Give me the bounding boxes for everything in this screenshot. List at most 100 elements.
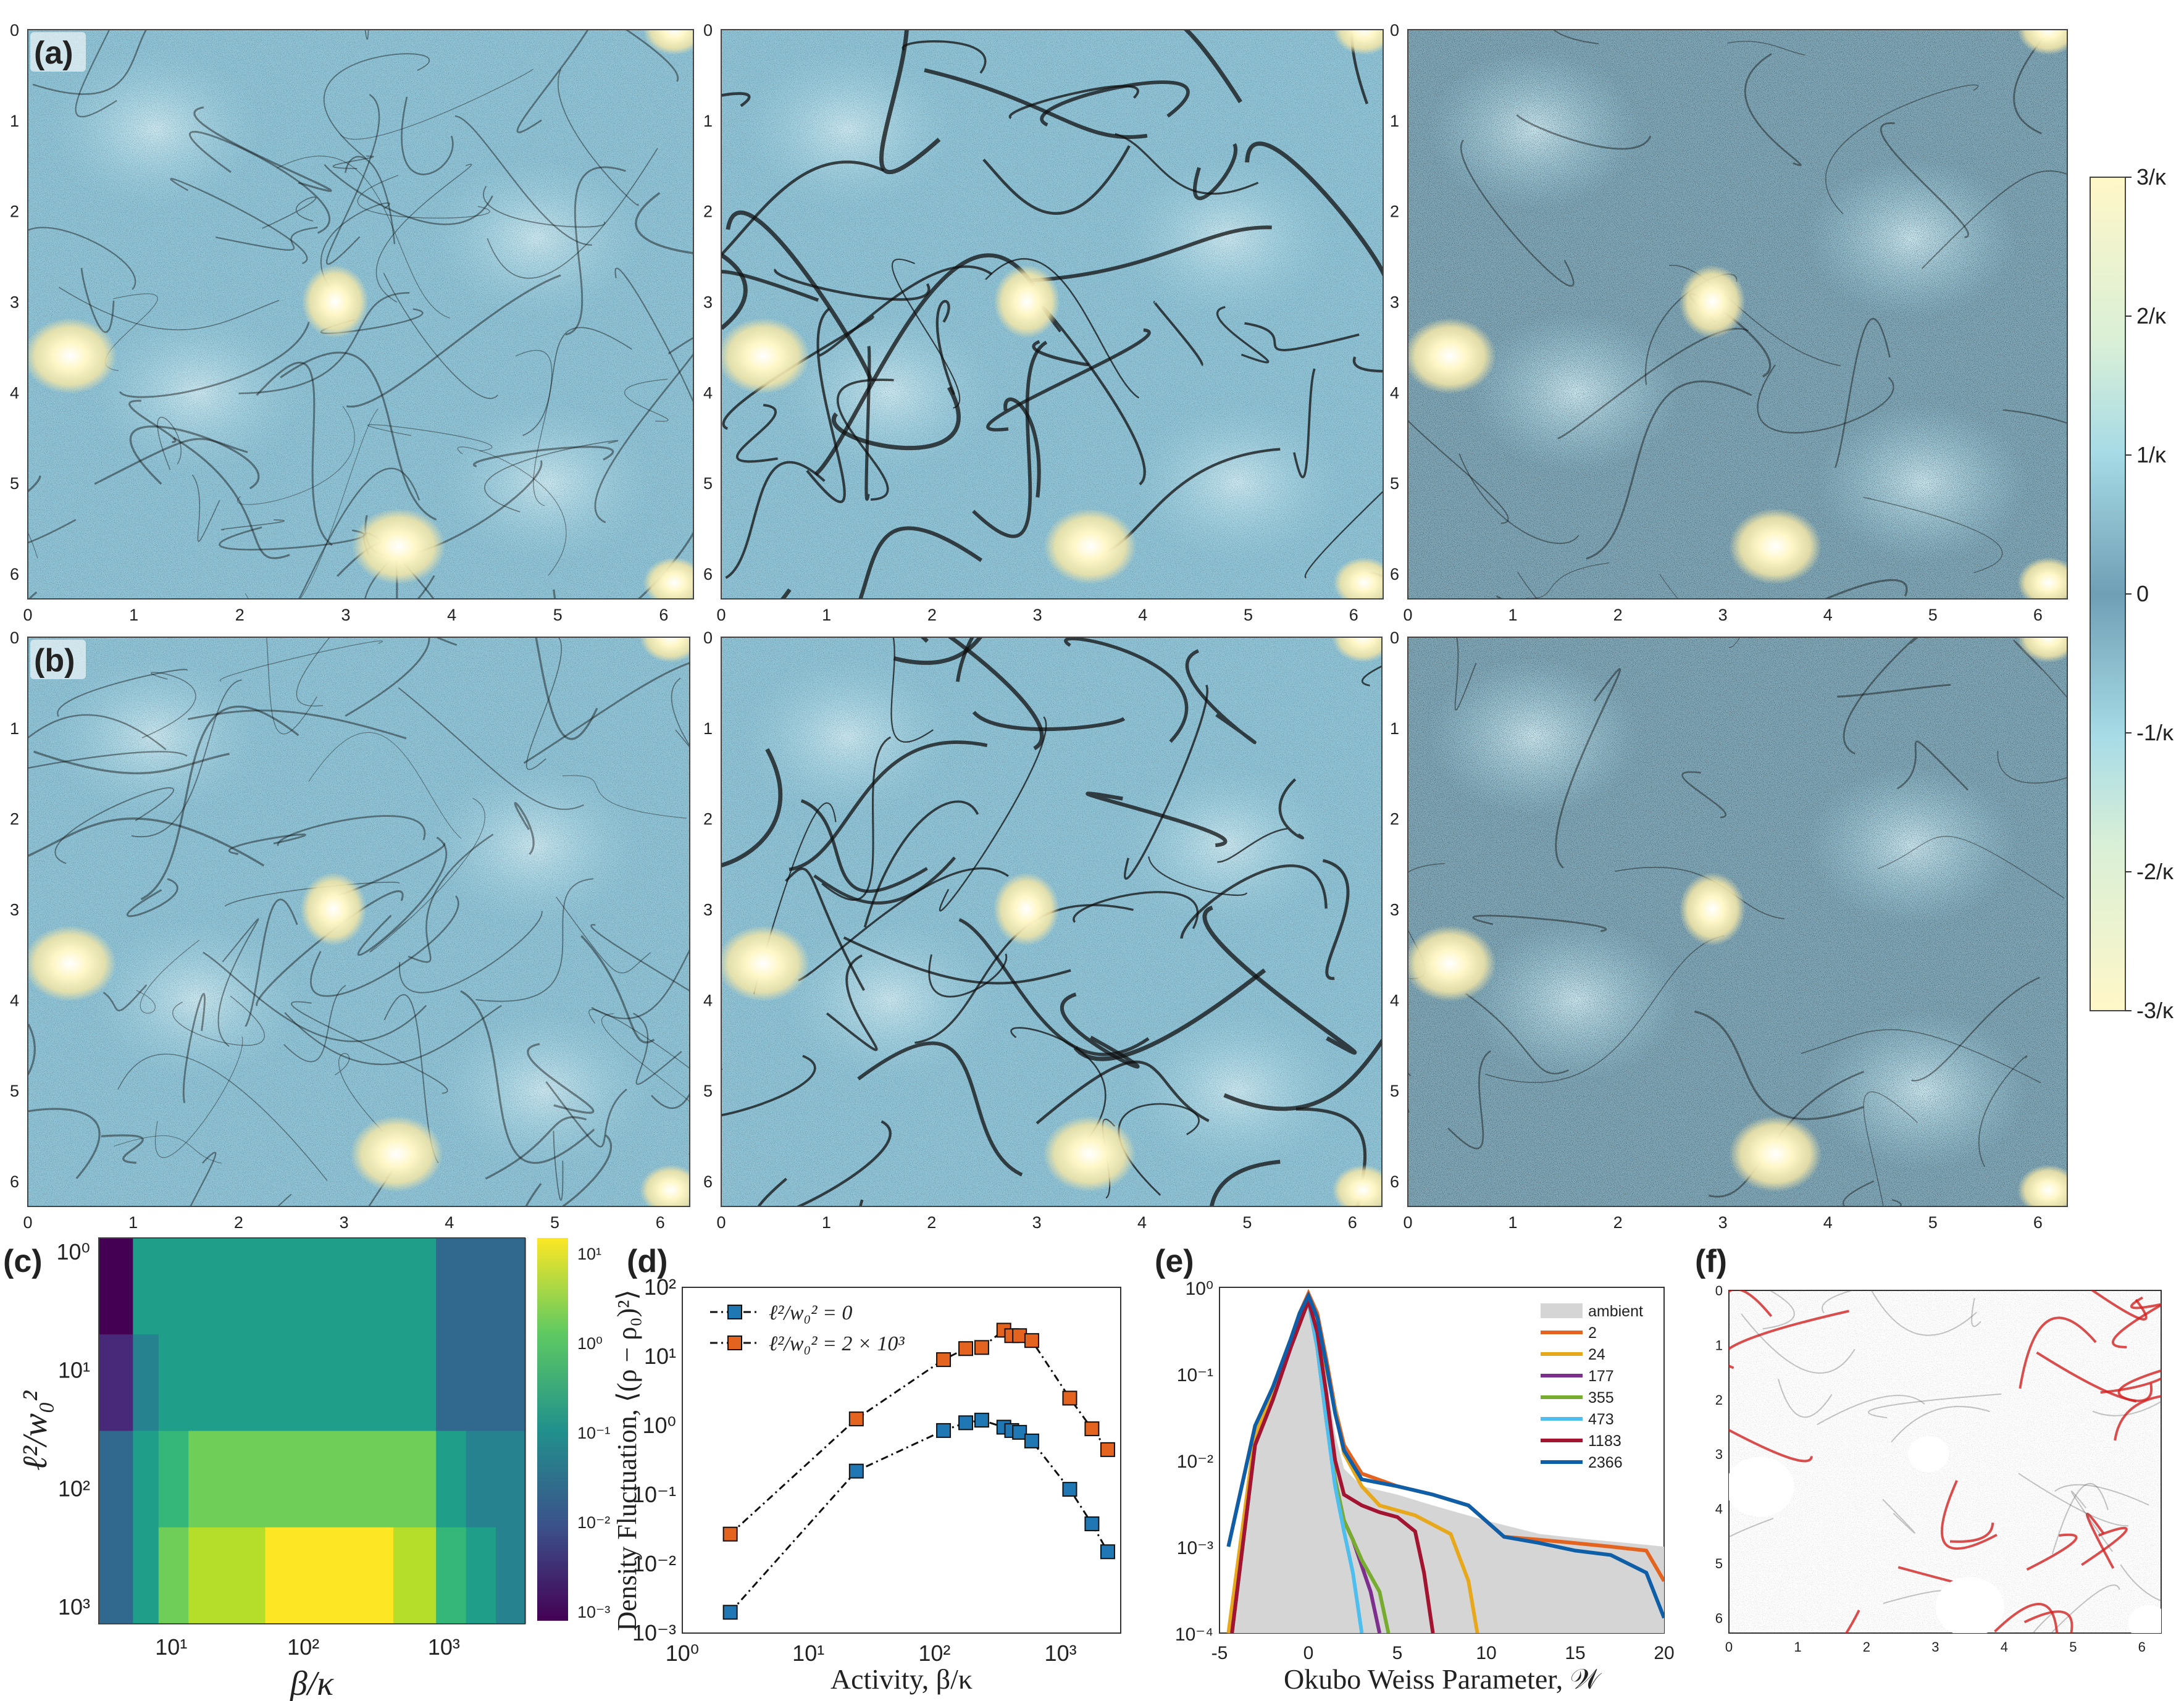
y-tick-label: 2 [1715,1392,1723,1408]
y-tick-label: 5 [1715,1556,1723,1571]
y-tick-label: 1 [703,112,713,130]
y-tick-label: 4 [703,991,713,1009]
heatmap-cell [158,1238,189,1335]
y-tick-label: 4 [703,383,713,402]
y-tick-label: 2 [10,203,19,221]
x-tick-label: 2 [235,606,245,624]
data-point [1062,1390,1077,1406]
y-tick-label: 1 [1715,1337,1723,1353]
colorbar-gradient [2090,177,2126,1011]
heatmap-cell [158,1527,189,1624]
colorbar-tick-label: 10¹ [577,1245,601,1263]
y-tick-label: 3 [1390,293,1399,311]
y-tick-label: 6 [10,565,19,583]
x-tick-label: 10⁰ [666,1640,699,1666]
data-point [1062,1482,1077,1497]
filament [1949,1523,1994,1543]
void-region [1729,1457,1794,1517]
field-content [28,30,693,599]
x-tick-label: -5 [1211,1643,1228,1663]
heatmap-cell [133,1238,159,1335]
filament [2112,1303,2161,1348]
hot-vortex [1044,508,1137,585]
panel-frame [1407,637,2068,1207]
hot-vortex [1332,1164,1382,1206]
void-region [1907,1436,1949,1473]
row-label: (a) [34,35,73,71]
filament [1777,1379,1833,1418]
hot-vortex [28,317,117,395]
hot-vortex [2017,30,2067,56]
heatmap-cell [133,1334,159,1431]
x-tick-label: 6 [1349,606,1358,624]
x-tick-label: 20 [1654,1643,1674,1663]
y-tick-label: 6 [1390,565,1399,583]
heatmap-cell [133,1527,159,1624]
legend-entry: 355 [1588,1389,1614,1406]
filament [1844,1610,1860,1633]
y-tick-label: 3 [1390,900,1399,919]
field-panel-2: 0 1 2 3 4 5 6 0 1 2 3 4 5 6 [703,21,1384,624]
heatmap-cell [466,1431,496,1528]
filament [2054,1484,2149,1506]
y-tick-label: 10⁻¹ [632,1482,676,1507]
filament [1817,1395,1925,1426]
heatmap-cell [188,1527,224,1624]
x-tick-label: 2 [1863,1639,1870,1655]
filament [2090,1290,2148,1321]
y-tick-label: 6 [1390,1172,1399,1191]
y-tick-label: 0 [10,21,19,40]
legend-swatch [1541,1303,1583,1318]
x-tick-label: 10² [918,1640,950,1666]
y-tick-label: 2 [1390,203,1399,221]
data-point [722,1526,738,1542]
hot-vortex [350,1116,443,1192]
y-tick-label: 10⁻³ [1177,1538,1213,1558]
heatmap-cell [350,1431,394,1528]
y-tick-label: 10⁻¹ [1177,1365,1213,1385]
y-axis-label: ℓ²/w₀² [16,1390,54,1471]
x-tick-label: 1 [822,606,831,624]
hot-vortex [1043,1116,1136,1192]
data-point [1100,1544,1115,1560]
x-tick-label: 0 [1403,606,1412,624]
x-tick-label: 5 [1928,1213,1938,1232]
filament [1762,1290,1795,1330]
filament [2023,1610,2073,1633]
heatmap-cell [265,1238,309,1335]
x-tick-label: 4 [445,1213,454,1232]
heatmap-cell [495,1527,526,1624]
y-tick-label: 10² [644,1274,676,1300]
heatmap-cell [308,1334,351,1431]
heatmap-cell [393,1527,437,1624]
x-axis-label: Okubo Weiss Parameter, 𝒲 [1284,1663,1602,1695]
x-tick-label: 10² [287,1634,319,1660]
x-tick-label: 4 [1137,1213,1147,1232]
panel-label: (f) [1695,1243,1727,1279]
colorbar-tick-label: -2/κ [2136,859,2174,884]
filament [2114,1395,2161,1441]
heatmap-cell [265,1527,309,1624]
hot-vortex [1729,508,1822,585]
hot-vortex [28,925,117,1002]
data-point [1024,1433,1039,1448]
y-tick-label: 6 [703,565,713,583]
y-tick-label: 10² [58,1476,90,1501]
heatmap-cell [466,1527,496,1624]
x-tick-label: 6 [656,1213,665,1232]
x-tick-label: 4 [1138,606,1147,624]
y-tick-label: 5 [10,1082,19,1100]
x-tick-label: 1 [1508,606,1518,624]
field-panel-4: 0 1 2 3 4 5 6 0 1 2 3 4 5 6 [10,629,690,1232]
x-tick-label: 1 [1794,1639,1801,1655]
row-label: (b) [34,643,75,679]
x-tick-label: 2 [927,606,937,624]
y-tick-label: 2 [10,810,19,829]
x-tick-label: 5 [553,606,563,624]
y-tick-label: 0 [1715,1283,1723,1298]
x-tick-label: 15 [1565,1643,1585,1663]
x-tick-label: 4 [447,606,456,624]
y-tick-label: 4 [10,383,19,402]
filament [2070,1490,2113,1552]
